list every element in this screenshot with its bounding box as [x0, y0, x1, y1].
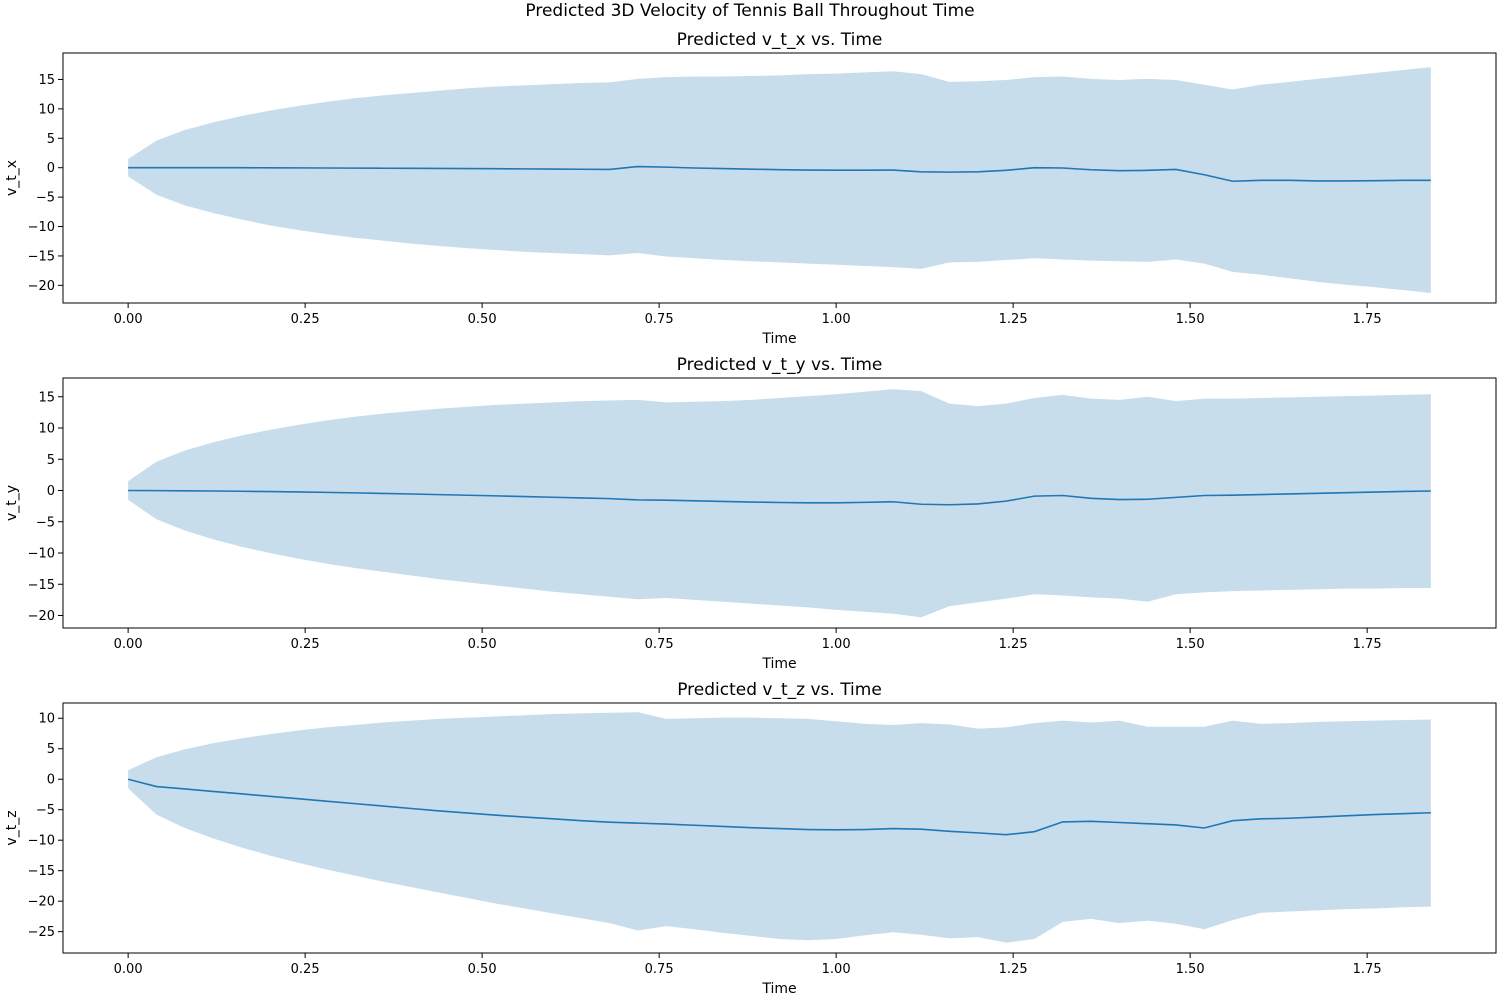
y-tick-label: −15: [28, 249, 55, 264]
subplot-title: Predicted v_t_z vs. Time: [677, 680, 882, 700]
x-tick-label: 1.25: [999, 637, 1028, 652]
y-tick-label: −10: [28, 220, 55, 235]
y-tick-label: 5: [47, 453, 55, 468]
y-tick-label: 0: [47, 484, 55, 499]
confidence-band: [128, 389, 1431, 618]
x-axis-label: Time: [761, 656, 796, 672]
y-tick-label: 10: [38, 102, 55, 117]
subplot-1: 0.00 0.25 0.50 0.75 1.00 1.25 1.50 1.75 15 10 5 0 −5…: [4, 30, 1497, 347]
x-tick-label: 1.75: [1353, 962, 1382, 977]
y-tick-label: 15: [38, 390, 55, 405]
axes-frame: [62, 377, 1497, 629]
x-tick-label: 1.25: [999, 312, 1028, 327]
subplot-title: Predicted v_t_y vs. Time: [677, 355, 883, 375]
y-tick-label: 10: [38, 712, 55, 727]
x-axis-label: Time: [761, 331, 796, 347]
y-tick-label: −15: [28, 578, 55, 593]
y-tick-label: −10: [28, 547, 55, 562]
y-tick-label: −25: [28, 925, 55, 940]
figure-suptitle: Predicted 3D Velocity of Tennis Ball Thr…: [525, 1, 975, 21]
x-tick-label: 1.00: [822, 312, 851, 327]
y-axis-label: v_t_y: [4, 485, 20, 521]
x-tick-label: 1.50: [1176, 312, 1205, 327]
x-tick-label: 1.50: [1176, 637, 1205, 652]
y-tick-label: −20: [28, 279, 55, 294]
x-tick-label: 0.50: [468, 312, 497, 327]
x-tick-label: 0.25: [291, 962, 320, 977]
x-axis-label: Time: [761, 981, 796, 997]
x-tick-label: 1.75: [1353, 312, 1382, 327]
y-tick-label: 5: [47, 132, 55, 147]
x-tick-label: 1.50: [1176, 962, 1205, 977]
x-tick-label: 1.00: [822, 962, 851, 977]
confidence-band: [128, 712, 1431, 943]
x-tick-label: 0.00: [114, 962, 143, 977]
y-tick-label: 0: [47, 773, 55, 788]
y-tick-label: −15: [28, 864, 55, 879]
confidence-band: [128, 67, 1431, 294]
x-tick-label: 1.00: [822, 637, 851, 652]
y-tick-label: −20: [28, 895, 55, 910]
y-tick-label: −5: [36, 191, 55, 206]
y-tick-label: 0: [47, 161, 55, 176]
axes-frame: [62, 702, 1497, 954]
y-tick-label: −5: [36, 803, 55, 818]
series-line: [128, 165, 1431, 183]
y-axis-label: v_t_z: [4, 810, 20, 845]
y-tick-label: −20: [28, 609, 55, 624]
x-tick-label: 1.25: [999, 962, 1028, 977]
series-line: [127, 778, 1431, 836]
y-tick-label: 5: [47, 742, 55, 757]
x-tick-label: 0.75: [645, 637, 674, 652]
x-tick-label: 0.00: [114, 637, 143, 652]
y-tick-label: 10: [38, 422, 55, 437]
x-tick-label: 0.50: [468, 962, 497, 977]
series-line: [128, 489, 1431, 506]
y-tick-label: 15: [38, 73, 55, 88]
axes-frame: [62, 52, 1497, 304]
y-tick-label: −10: [28, 834, 55, 849]
subplot-3: 0.00 0.25 0.50 0.75 1.00 1.25 1.50 1.75 10 5 0 −5 −1…: [4, 680, 1497, 997]
subplot-2: 0.00 0.25 0.50 0.75 1.00 1.25 1.50 1.75 15 10 5 0 −5…: [4, 355, 1497, 672]
x-tick-label: 0.75: [645, 962, 674, 977]
x-tick-label: 0.50: [468, 637, 497, 652]
y-axis-label: v_t_x: [4, 160, 20, 196]
subplot-title: Predicted v_t_x vs. Time: [677, 30, 883, 50]
x-tick-label: 0.00: [114, 312, 143, 327]
x-tick-label: 0.25: [291, 312, 320, 327]
x-tick-label: 1.75: [1353, 637, 1382, 652]
y-tick-label: −5: [36, 515, 55, 530]
x-tick-label: 0.75: [645, 312, 674, 327]
x-tick-label: 0.25: [291, 637, 320, 652]
